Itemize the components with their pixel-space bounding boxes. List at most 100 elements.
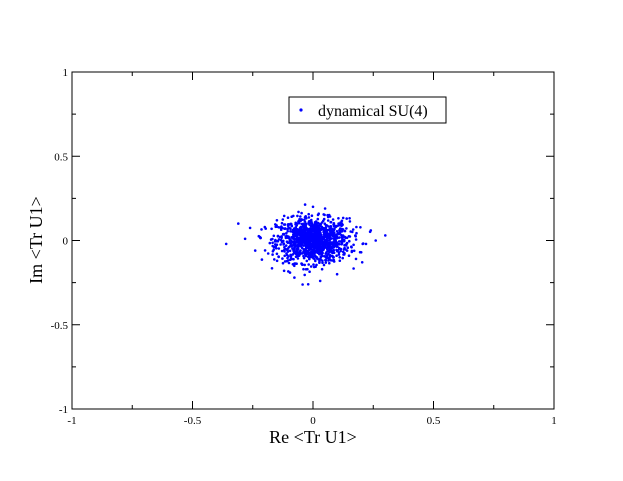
data-point bbox=[337, 251, 341, 254]
data-point bbox=[268, 241, 272, 245]
data-point bbox=[323, 244, 326, 247]
data-point bbox=[319, 255, 323, 259]
data-point bbox=[309, 235, 313, 238]
data-point bbox=[294, 244, 298, 247]
data-point bbox=[294, 231, 298, 234]
data-point bbox=[286, 216, 290, 219]
data-point bbox=[278, 235, 282, 239]
data-point bbox=[300, 242, 303, 246]
data-point bbox=[324, 261, 328, 264]
data-point bbox=[266, 252, 270, 255]
data-point bbox=[237, 222, 240, 225]
data-point bbox=[338, 236, 341, 239]
data-point bbox=[290, 245, 294, 248]
data-point bbox=[304, 268, 308, 271]
data-point bbox=[313, 230, 317, 233]
data-point bbox=[281, 257, 284, 260]
data-point bbox=[304, 227, 308, 231]
data-point bbox=[310, 222, 314, 226]
data-point bbox=[311, 205, 315, 209]
data-point bbox=[337, 253, 341, 256]
data-point bbox=[312, 242, 316, 246]
data-point bbox=[301, 283, 304, 286]
data-point bbox=[335, 272, 339, 276]
data-point bbox=[280, 221, 284, 225]
data-point bbox=[331, 245, 334, 249]
data-point bbox=[318, 261, 321, 265]
data-point bbox=[323, 213, 326, 217]
data-point bbox=[307, 229, 310, 232]
data-point bbox=[312, 263, 315, 266]
data-point bbox=[328, 229, 332, 233]
data-point bbox=[302, 233, 306, 237]
data-point bbox=[338, 255, 342, 259]
data-point bbox=[271, 237, 274, 241]
data-point bbox=[338, 227, 342, 230]
data-point bbox=[315, 221, 319, 225]
data-point bbox=[333, 244, 337, 247]
data-point bbox=[295, 241, 299, 244]
data-point bbox=[351, 228, 355, 231]
data-point bbox=[275, 252, 279, 256]
data-point bbox=[296, 257, 300, 260]
data-point bbox=[282, 214, 286, 218]
data-point bbox=[334, 225, 338, 229]
data-point bbox=[340, 219, 344, 223]
data-point bbox=[289, 230, 292, 233]
data-point bbox=[307, 252, 311, 256]
data-point bbox=[224, 242, 228, 246]
data-point bbox=[243, 237, 247, 241]
data-point bbox=[364, 242, 368, 246]
data-point bbox=[322, 263, 326, 267]
data-point bbox=[352, 267, 355, 270]
data-point bbox=[360, 261, 364, 264]
data-point bbox=[315, 224, 319, 227]
data-point bbox=[299, 236, 303, 240]
data-point bbox=[309, 242, 313, 246]
data-point bbox=[310, 214, 314, 217]
data-point bbox=[282, 248, 286, 252]
data-point bbox=[320, 228, 323, 231]
data-point bbox=[342, 248, 346, 251]
data-point bbox=[332, 248, 335, 252]
data-point bbox=[346, 246, 350, 249]
data-point bbox=[290, 240, 294, 243]
data-point bbox=[287, 261, 291, 265]
data-point bbox=[248, 226, 252, 230]
data-point bbox=[276, 234, 280, 238]
data-point bbox=[319, 240, 322, 243]
data-point bbox=[341, 234, 345, 237]
data-point bbox=[307, 212, 311, 216]
data-point bbox=[303, 203, 307, 206]
data-point bbox=[290, 224, 293, 227]
data-point bbox=[273, 258, 276, 261]
data-point bbox=[274, 223, 277, 226]
data-point bbox=[288, 239, 292, 243]
data-point bbox=[297, 221, 301, 225]
data-point bbox=[286, 224, 290, 228]
data-point bbox=[271, 244, 275, 248]
data-point bbox=[341, 239, 344, 243]
data-point bbox=[361, 242, 365, 246]
data-point bbox=[324, 223, 328, 227]
data-point bbox=[296, 247, 300, 250]
data-point bbox=[300, 230, 304, 233]
data-point bbox=[333, 242, 337, 246]
data-point bbox=[303, 273, 307, 277]
data-point bbox=[368, 230, 372, 234]
data-point bbox=[270, 227, 273, 231]
data-point bbox=[277, 226, 281, 229]
data-point bbox=[351, 230, 354, 234]
data-point bbox=[320, 225, 324, 229]
data-point bbox=[295, 262, 298, 266]
data-point bbox=[292, 227, 296, 230]
data-point bbox=[289, 242, 293, 246]
data-point bbox=[303, 263, 307, 267]
data-point bbox=[352, 249, 356, 253]
data-point bbox=[354, 238, 358, 241]
data-point bbox=[285, 232, 288, 235]
data-point bbox=[325, 256, 329, 260]
data-point bbox=[292, 250, 296, 253]
data-point bbox=[332, 240, 335, 243]
data-point bbox=[286, 241, 290, 244]
